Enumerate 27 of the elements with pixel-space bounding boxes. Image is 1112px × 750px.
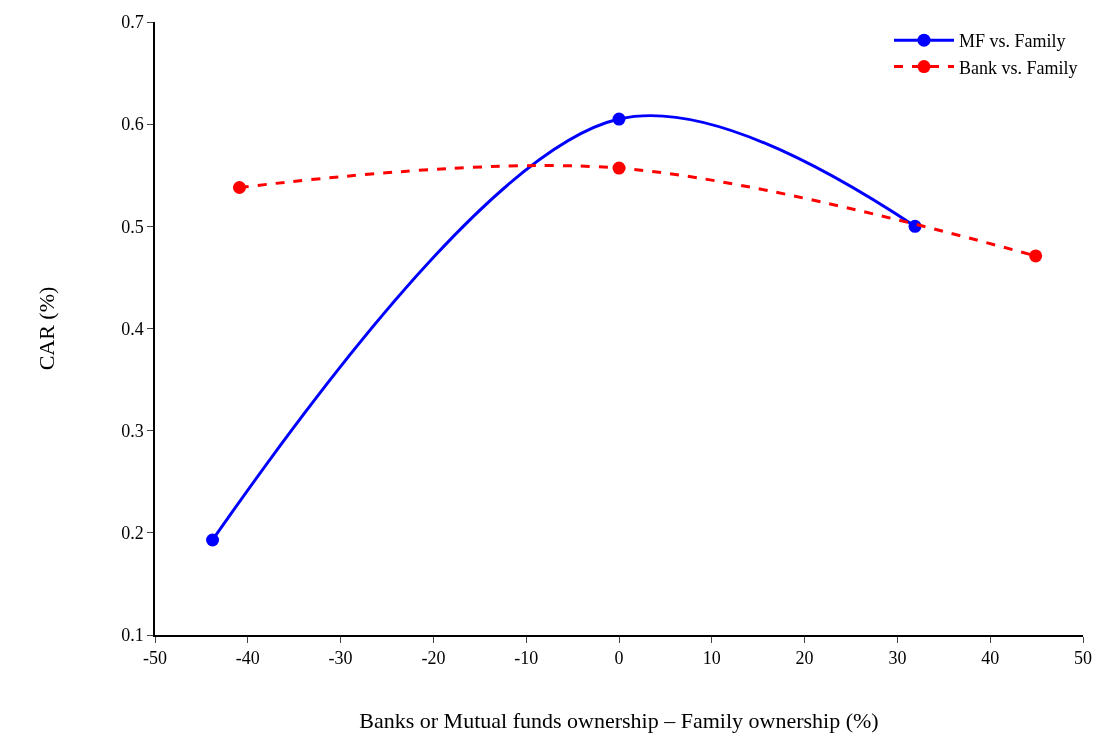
point	[206, 533, 220, 547]
x-tick-label: -50	[143, 648, 167, 669]
legend-label: MF vs. Family	[959, 31, 1066, 52]
y-tick-label: 0.4	[121, 318, 144, 339]
x-tick-label: 0	[614, 648, 624, 669]
point	[232, 181, 246, 194]
x-tick-label: 40	[981, 648, 1000, 669]
x-tick-label: 50	[1074, 648, 1092, 669]
point	[612, 161, 626, 175]
y-tick-label: 0.2	[121, 523, 144, 544]
point	[612, 112, 626, 126]
x-tick-label: 30	[888, 648, 907, 669]
y-tick-label: 0.3	[121, 420, 144, 441]
y-tick-label: 0.6	[121, 114, 144, 135]
y-tick-label: 0.1	[121, 625, 144, 646]
legend-label: Bank vs. Family	[959, 57, 1078, 78]
x-tick-label: 20	[795, 648, 814, 669]
x-tick-label: -40	[235, 648, 260, 669]
x-tick-label: -30	[328, 648, 353, 669]
y-tick-label: 0.7	[121, 12, 144, 33]
y-tick-label: 0.5	[121, 216, 144, 237]
x-tick-label: 10	[702, 648, 721, 669]
x-tick-label: -20	[421, 648, 446, 669]
x-tick-label: -10	[514, 648, 539, 669]
x-axis-title: Banks or Mutual funds ownership – Family ownership (%)	[359, 707, 879, 733]
point	[1029, 249, 1043, 263]
y-axis-title: CAR (%)	[34, 286, 60, 371]
